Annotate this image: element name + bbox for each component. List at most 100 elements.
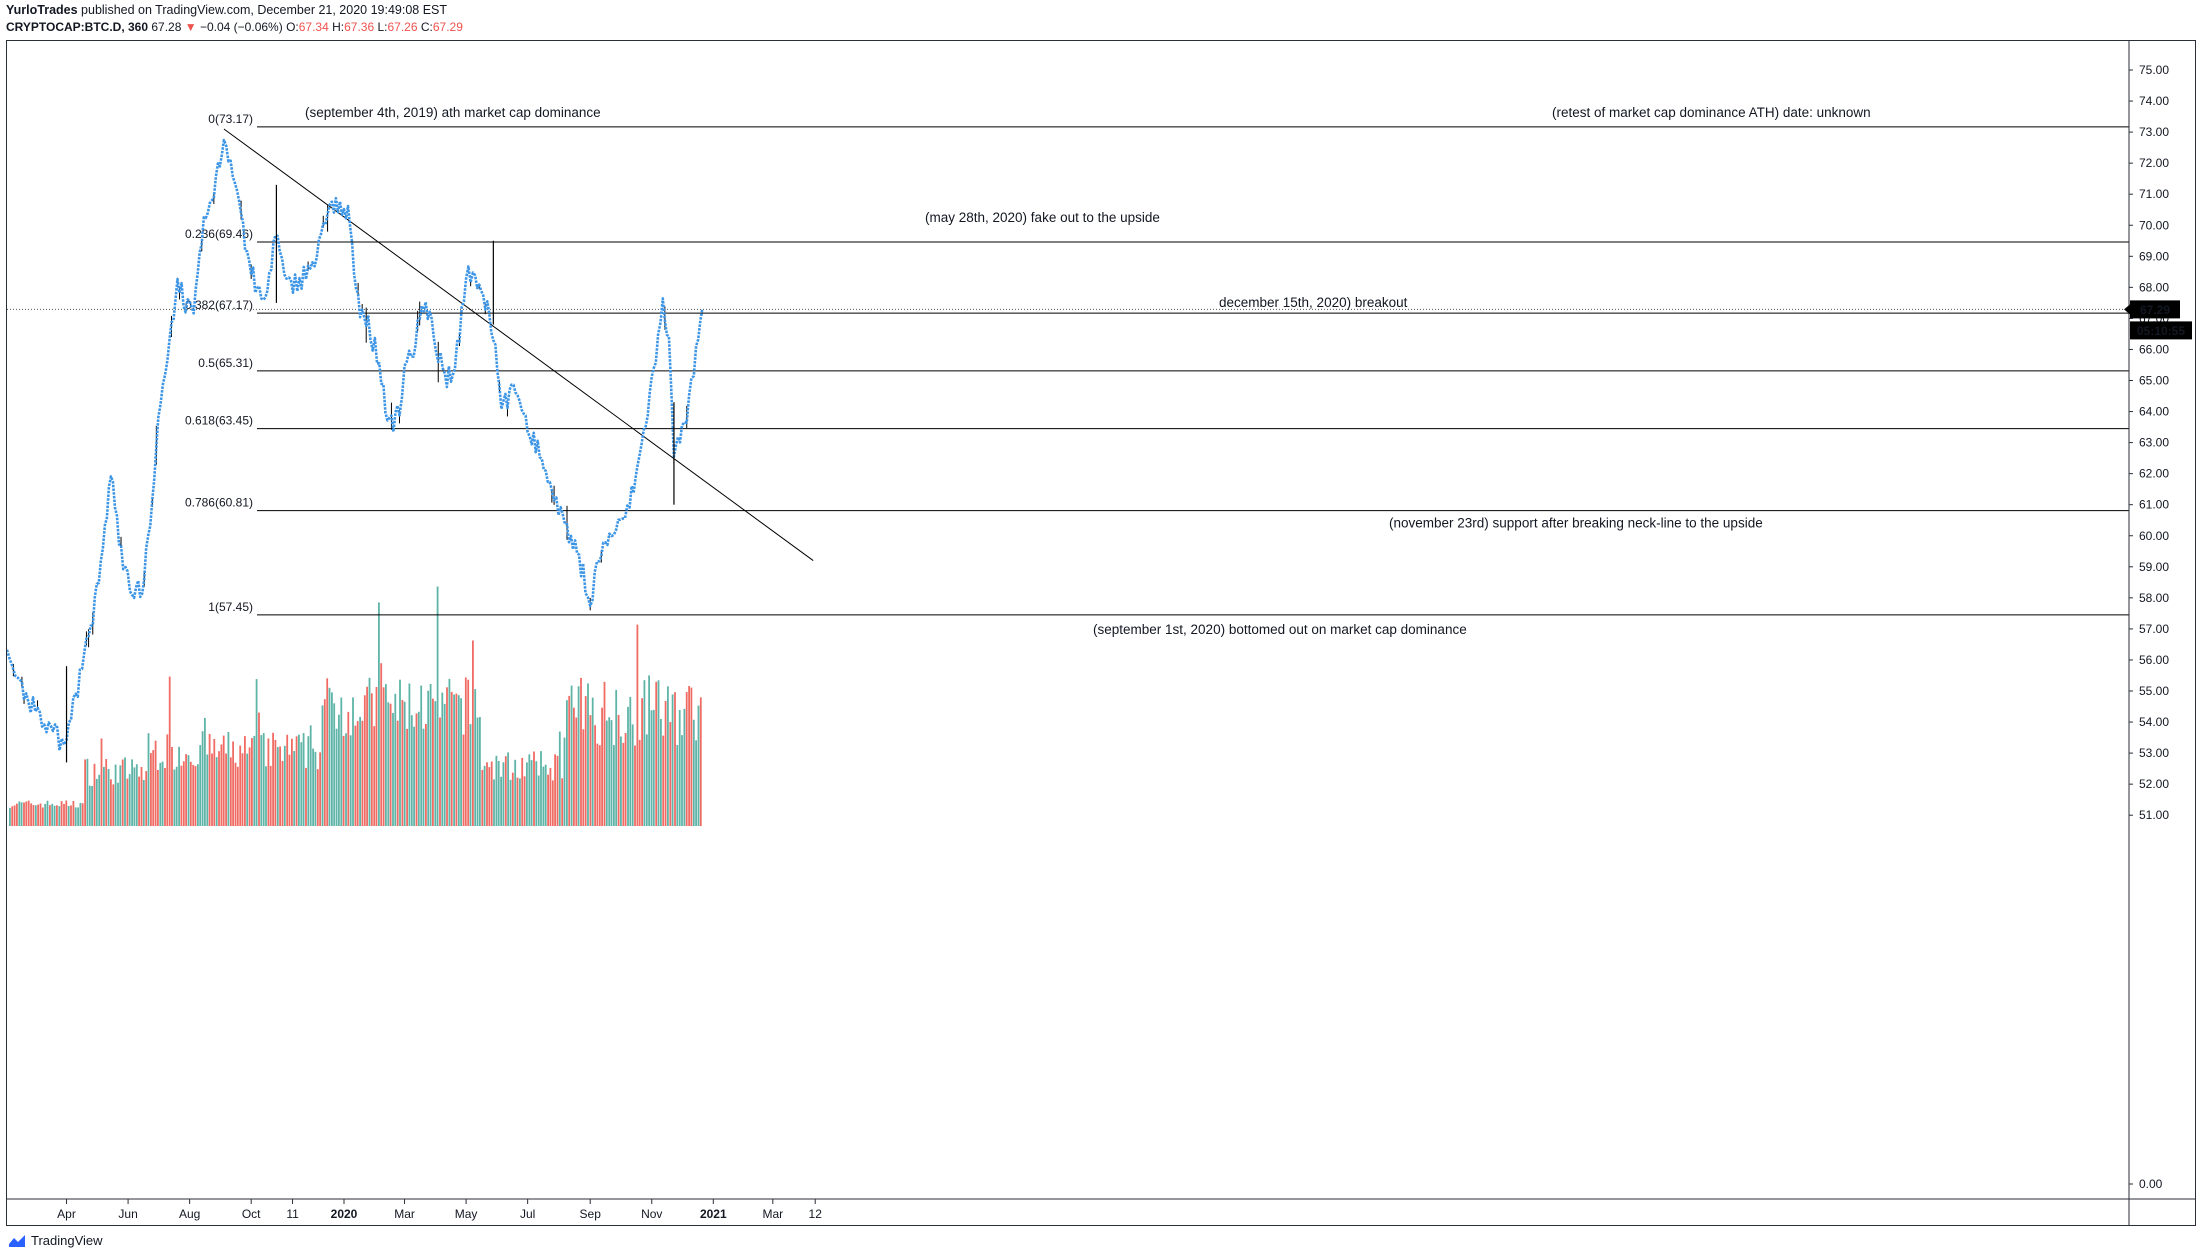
volume-bar [93,763,96,826]
volume-bar [279,746,281,826]
volume-bar [185,754,187,826]
y-tick-label: 59.00 [2139,560,2169,574]
annotation-fakeout: (may 28th, 2020) fake out to the upside [925,210,1160,225]
volume-bar [671,694,674,826]
volume-bar [72,801,75,826]
volume-bar [488,767,491,826]
symbol-name[interactable]: CRYPTOCAP:BTC.D, 360 [6,20,149,34]
y-tick-label: 64.00 [2139,405,2169,419]
volume-bar [58,806,61,826]
volume-bar [375,687,378,826]
volume-bar [157,770,159,826]
volume-bar [688,686,690,826]
volume-bar [638,739,641,826]
volume-bar [84,759,86,826]
volume-bar [681,735,683,826]
y-tick-label: 61.00 [2139,498,2169,512]
volume-bar [258,712,260,826]
volume-bar [697,705,700,826]
volume-bar [345,733,347,826]
annotation-support: (november 23rd) support after breaking n… [1389,516,1763,531]
volume-bar [495,755,498,826]
volume-bar [159,762,162,826]
volume-bar [49,805,51,826]
volume-bar [594,725,596,826]
volume-bar [267,738,270,826]
volume-bar [349,735,352,826]
y-tick-label: 75.00 [2139,63,2169,77]
volume-bar [56,805,58,826]
y-tick-label: 53.00 [2139,746,2169,760]
volume-bar [39,803,42,826]
volume-bar [448,678,451,826]
volume-bar [678,710,681,826]
y-tick-label: 0.00 [2139,1177,2163,1191]
tradingview-logo-icon[interactable] [8,1234,26,1248]
y-tick-label: 56.00 [2139,653,2169,667]
x-tick-label: Nov [641,1207,662,1221]
volume-bar [166,734,169,826]
x-tick-label: Apr [57,1207,76,1221]
author-name[interactable]: YurloTrades [6,3,78,17]
volume-bar [211,753,213,826]
price-badge [2130,300,2180,319]
volume-bar [145,771,148,826]
annotation-breakout: december 15th, 2020) breakout [1219,295,1408,310]
volume-bar [225,753,227,826]
volume-bar [138,776,140,826]
volume-bar [554,754,556,826]
volume-bar [669,722,672,826]
volume-bar [269,765,272,826]
volume-bar [119,765,122,826]
volume-bar [319,752,321,826]
volume-bar [502,762,505,826]
volume-bar [229,757,232,826]
volume-bar [450,691,453,826]
volume-bar [281,761,284,826]
volume-bar [105,759,108,826]
volume-bar [16,803,18,826]
volume-bar [460,698,462,826]
volume-bar [192,764,195,826]
volume-bar [551,780,554,826]
volume-bar [425,724,427,826]
volume-bar [244,736,246,826]
volume-bar [580,677,582,826]
volume-bar [171,747,173,826]
volume-bar [549,767,552,826]
x-tick-label: 11 [286,1207,299,1221]
volume-bar [401,700,404,826]
volume-bar [204,717,206,826]
volume-bar [142,780,145,826]
last-price: 67.28 [151,20,182,34]
volume-bar [613,745,615,826]
volume-bar [114,764,117,826]
volume-bar [420,685,423,826]
footer-brand[interactable]: TradingView [31,1233,103,1248]
volume-bar [100,738,103,826]
volume-bar [340,697,343,826]
volume-bar [164,768,166,826]
volume-bar [657,680,660,826]
volume-bar [222,735,225,826]
volume-bar [624,733,627,826]
volume-bar [436,586,439,826]
y-tick-label: 55.00 [2139,684,2169,698]
volume-bar [601,707,603,826]
annotation-bottom: (september 1st, 2020) bottomed out on ma… [1093,622,1467,637]
publish-info: published on TradingView.com, December 2… [81,3,448,17]
chart-svg[interactable]: 0(73.17)0.236(69.46)0.382(67.17)0.5(65.3… [7,41,2195,1225]
countdown-badge [2130,321,2192,340]
x-tick-label: 2021 [700,1207,727,1221]
low-value: 67.26 [387,20,418,34]
volume-bar [173,769,176,826]
x-tick-label: Oct [242,1207,261,1221]
volume-bar [121,759,124,826]
y-tick-label: 63.00 [2139,436,2169,450]
footer: TradingView [8,1230,103,1252]
chart-area[interactable]: 0(73.17) 0.236(69.46) 0.382(67.17) 0.5(65.3… [6,40,2196,1226]
volume-bar [474,689,477,826]
volume-bar [589,715,592,826]
volume-bar [648,675,650,826]
volume-bar [596,743,599,826]
